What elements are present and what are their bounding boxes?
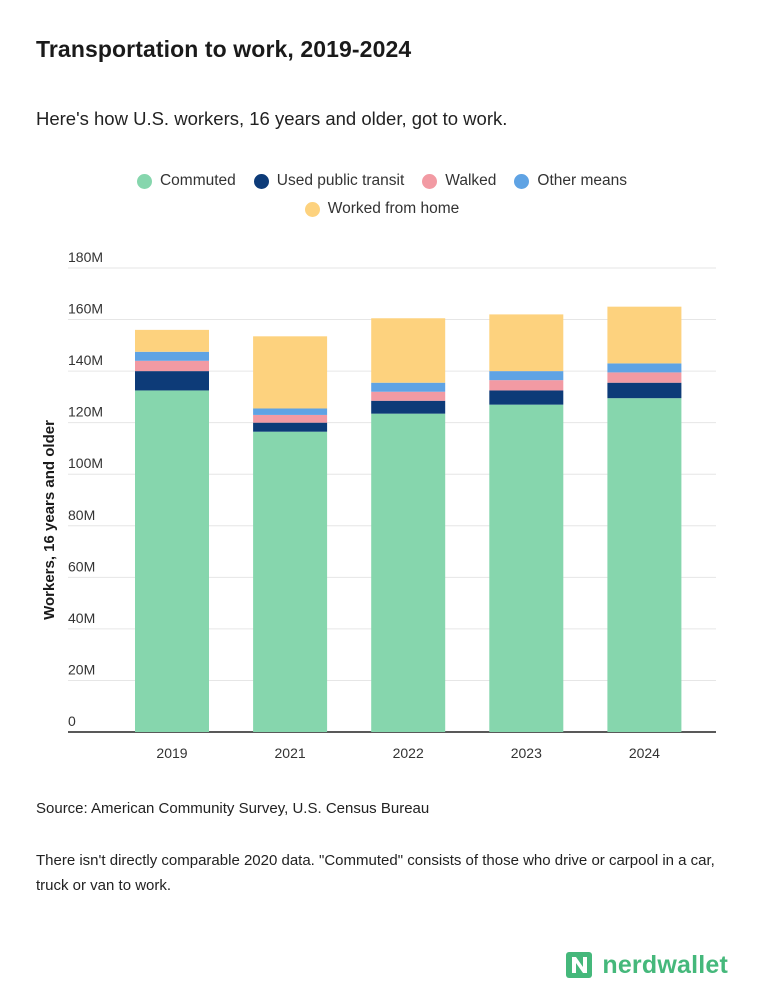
bar-other-means-2019	[135, 351, 209, 361]
x-tick-label: 2024	[629, 745, 660, 761]
footnote-text: There isn't directly comparable 2020 dat…	[36, 852, 715, 894]
bar-worked-from-home-2024	[607, 306, 682, 364]
x-tick-label: 2021	[275, 745, 306, 761]
brand-name: nerdwallet	[602, 950, 728, 979]
bar-used-public-transit-2021	[253, 422, 328, 432]
bar-commuted-2022	[371, 413, 446, 732]
bar-walked-2019	[135, 360, 209, 372]
legend-label-public-transit: Used public transit	[276, 172, 405, 189]
bar-used-public-transit-2019	[135, 371, 209, 391]
x-tick-label: 2019	[156, 745, 187, 761]
y-tick-label: 120M	[68, 404, 103, 420]
y-axis-label: Workers, 16 years and older	[41, 420, 58, 620]
legend-item-public-transit: Used public transit	[253, 172, 405, 190]
bar-commuted-2021	[253, 431, 328, 732]
bar-used-public-transit-2024	[607, 382, 682, 399]
y-tick-label: 140M	[68, 352, 103, 368]
legend-swatch-commuted	[136, 173, 152, 189]
bar-used-public-transit-2023	[489, 390, 564, 405]
legend-swatch-other-means	[514, 173, 530, 189]
legend-item-other-means: Other means	[514, 172, 627, 190]
y-tick-label: 0	[68, 713, 76, 729]
bar-worked-from-home-2022	[371, 318, 446, 383]
bar-walked-2021	[253, 414, 328, 423]
y-tick-label: 60M	[68, 558, 95, 574]
legend-label-commuted: Commuted	[159, 172, 236, 189]
chart-legend: Commuted Used public transit Walked Othe…	[0, 172, 764, 228]
brand-logo: nerdwallet	[564, 950, 728, 980]
x-tick-label: 2023	[511, 745, 542, 761]
y-tick-label: 20M	[68, 661, 95, 677]
y-tick-label: 80M	[68, 507, 95, 523]
bar-commuted-2024	[607, 398, 682, 732]
legend-swatch-worked-from-home	[304, 201, 320, 217]
bar-other-means-2024	[607, 363, 682, 373]
legend-label-worked-from-home: Worked from home	[327, 200, 460, 217]
stacked-bar-chart: 0 20M 40M 60M 80M 100M 120M 140M 160M 180M Workers…	[41, 249, 716, 761]
bar-worked-from-home-2019	[135, 329, 209, 352]
chart-subtitle: Here's how U.S. workers, 16 years and ol…	[36, 108, 508, 129]
x-tick-label: 2022	[393, 745, 424, 761]
legend-swatch-walked	[422, 173, 438, 189]
y-tick-label: 160M	[68, 301, 103, 317]
bar-walked-2022	[371, 391, 446, 401]
bar-other-means-2023	[489, 371, 564, 381]
legend-item-commuted: Commuted	[136, 172, 236, 190]
bar-walked-2024	[607, 372, 682, 383]
nerdwallet-logo-icon	[566, 952, 593, 978]
source-text: Source: American Community Survey, U.S. …	[36, 800, 430, 817]
legend-label-other-means: Other means	[537, 172, 628, 189]
legend-label-walked: Walked	[445, 172, 497, 189]
chart-title: Transportation to work, 2019-2024	[36, 36, 412, 62]
bar-worked-from-home-2021	[253, 336, 328, 409]
legend-item-walked: Walked	[422, 172, 496, 190]
bar-used-public-transit-2022	[371, 400, 446, 414]
y-tick-label: 40M	[68, 610, 95, 626]
y-tick-label: 180M	[68, 249, 103, 265]
bar-other-means-2021	[253, 408, 328, 415]
bar-commuted-2023	[489, 404, 564, 732]
legend-row-2: Worked from home	[0, 200, 764, 218]
legend-item-worked-from-home: Worked from home	[304, 200, 460, 218]
bar-commuted-2019	[135, 390, 209, 732]
legend-swatch-public-transit	[253, 173, 269, 189]
legend-row-1: Commuted Used public transit Walked Othe…	[0, 172, 764, 190]
y-tick-label: 100M	[68, 455, 103, 471]
bar-walked-2023	[489, 380, 564, 391]
bar-other-means-2022	[371, 382, 446, 392]
bar-worked-from-home-2023	[489, 314, 564, 372]
